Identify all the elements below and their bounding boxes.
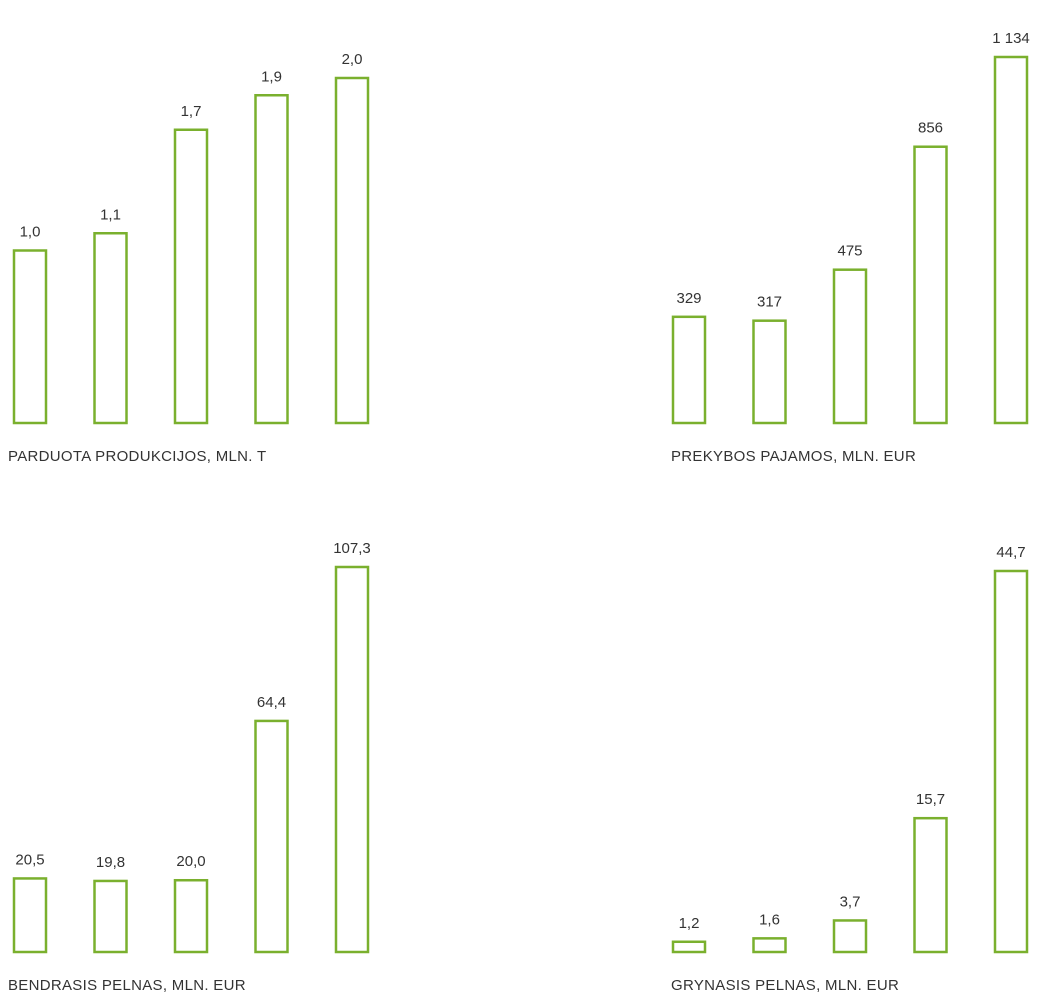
bar-gross-profit-1 <box>12 877 48 954</box>
data-label-net-profit-1: 1,2 <box>679 915 700 932</box>
bar-sold-production-3 <box>173 128 209 425</box>
chart-panel-net-profit: GRYNASIS PELNAS, MLN. EUR 1,2 1,6 3,7 15,7 4… <box>671 544 1029 994</box>
data-label-gross-profit-1: 20,5 <box>15 851 44 868</box>
bar-net-profit-2 <box>752 937 787 954</box>
data-label-sales-revenue-5: 1 134 <box>992 30 1030 47</box>
bar-sales-revenue-4 <box>913 145 948 425</box>
data-label-net-profit-3: 3,7 <box>840 893 861 910</box>
chart-title-net-profit: GRYNASIS PELNAS, MLN. EUR <box>671 977 899 994</box>
bar-net-profit-1 <box>671 940 707 954</box>
data-label-sales-revenue-4: 856 <box>918 120 943 137</box>
bar-sales-revenue-5 <box>993 55 1029 425</box>
bar-gross-profit-4 <box>254 719 289 954</box>
data-label-sold-production-4: 1,9 <box>261 68 282 85</box>
data-label-sales-revenue-2: 317 <box>757 294 782 311</box>
data-label-net-profit-2: 1,6 <box>759 911 780 928</box>
chart-title-sold-production: PARDUOTA PRODUKCIJOS, MLN. T <box>8 448 266 465</box>
chart-title-gross-profit: BENDRASIS PELNAS, MLN. EUR <box>8 977 246 994</box>
bar-gross-profit-5 <box>334 565 370 954</box>
data-label-gross-profit-5: 107,3 <box>333 540 371 557</box>
bar-sold-production-4 <box>254 94 289 425</box>
data-label-net-profit-5: 44,7 <box>996 544 1025 561</box>
bar-sales-revenue-3 <box>832 268 868 425</box>
data-label-sales-revenue-3: 475 <box>837 243 862 260</box>
bar-net-profit-4 <box>913 816 948 954</box>
chart-panel-sold-production: PARDUOTA PRODUKCIJOS, MLN. T 1,0 1,1 1,7 1,… <box>8 51 370 465</box>
data-label-gross-profit-4: 64,4 <box>257 694 286 711</box>
data-label-gross-profit-2: 19,8 <box>96 854 125 871</box>
data-label-net-profit-4: 15,7 <box>916 791 945 808</box>
data-label-gross-profit-3: 20,0 <box>176 853 205 870</box>
bar-sales-revenue-2 <box>752 319 787 425</box>
data-label-sales-revenue-1: 329 <box>676 290 701 307</box>
bar-sold-production-1 <box>12 249 48 425</box>
chart-panel-gross-profit: BENDRASIS PELNAS, MLN. EUR 20,5 19,8 20,0 6… <box>8 540 371 994</box>
data-label-sold-production-5: 2,0 <box>342 51 363 68</box>
data-label-sold-production-2: 1,1 <box>100 206 121 223</box>
bar-sold-production-2 <box>93 232 128 425</box>
bar-net-profit-5 <box>993 569 1029 954</box>
data-label-sold-production-1: 1,0 <box>20 224 41 241</box>
data-label-sold-production-3: 1,7 <box>181 103 202 120</box>
bar-gross-profit-2 <box>93 879 128 954</box>
bar-net-profit-3 <box>832 919 868 954</box>
bar-sold-production-5 <box>334 76 370 425</box>
chart-title-sales-revenue: PREKYBOS PAJAMOS, MLN. EUR <box>671 448 916 465</box>
bar-sales-revenue-1 <box>671 315 707 425</box>
chart-panel-sales-revenue: PREKYBOS PAJAMOS, MLN. EUR 329 317 475 856 1… <box>671 30 1030 465</box>
bar-gross-profit-3 <box>173 878 209 954</box>
